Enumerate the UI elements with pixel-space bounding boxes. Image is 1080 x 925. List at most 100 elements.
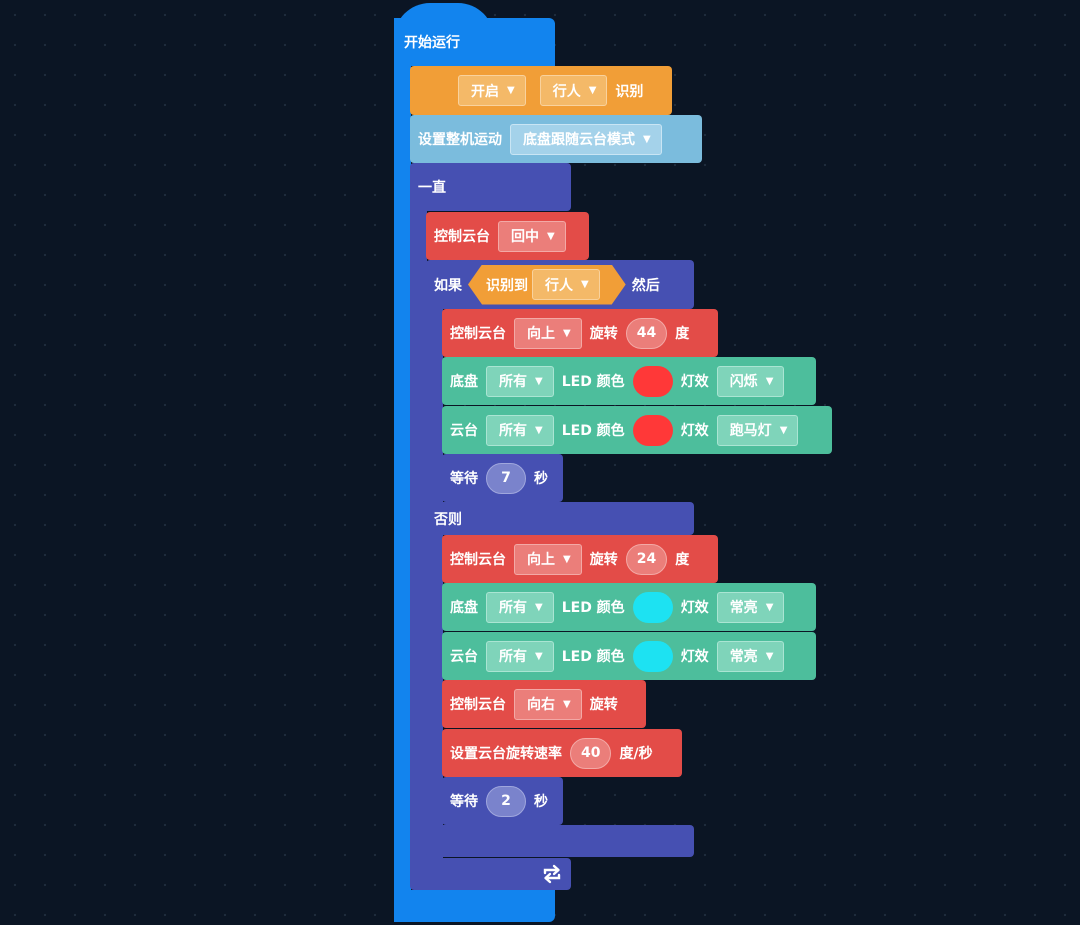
- forever-loop-label: 一直: [418, 180, 446, 196]
- else-wait-block[interactable]: 等待 2 秒: [442, 777, 563, 825]
- detect-condition[interactable]: 识别到 行人 ▼: [468, 265, 626, 305]
- caret-down-icon: ▼: [563, 553, 571, 565]
- rotate-degrees-input[interactable]: 44: [625, 317, 668, 349]
- led-target-dropdown[interactable]: 所有 ▼: [486, 365, 554, 397]
- caret-down-icon: ▼: [779, 424, 788, 436]
- chassis-mode-label: 设置整机运动: [418, 132, 502, 148]
- rotate-label: 旋转: [589, 697, 618, 713]
- chassis-mode-block[interactable]: 设置整机运动 底盘跟随云台模式 ▼: [410, 115, 702, 163]
- led-color-swatch[interactable]: [632, 365, 673, 397]
- rotation-speed-input[interactable]: 40: [570, 737, 612, 769]
- gimbal-direction-dropdown[interactable]: 向右 ▼: [514, 688, 582, 720]
- start-event-bottom: [394, 890, 555, 922]
- seconds-unit-label: 秒: [534, 794, 548, 810]
- gimbal-rotate-label: 控制云台: [450, 326, 506, 342]
- rotate-label: 旋转: [589, 552, 618, 568]
- led-effect-label: 灯效: [680, 649, 709, 665]
- else-gimbal-continuous-block[interactable]: 控制云台 向右 ▼ 旋转: [442, 680, 646, 728]
- else-chassis-led-block[interactable]: 底盘 所有 ▼ LED 颜色 灯效 常亮 ▼: [442, 583, 816, 631]
- led-effect-label: 灯效: [680, 374, 709, 390]
- set-speed-label: 设置云台旋转速率: [450, 746, 562, 762]
- led-effect-dropdown[interactable]: 闪烁 ▼: [716, 365, 785, 397]
- gimbal-led-label: 云台: [450, 649, 478, 665]
- led-color-swatch[interactable]: [632, 640, 673, 672]
- rotate-degrees-input[interactable]: 24: [625, 543, 668, 575]
- start-event-label: 开始运行: [404, 35, 460, 51]
- wait-seconds-input[interactable]: 7: [486, 462, 526, 494]
- wait-label: 等待: [450, 794, 478, 810]
- caret-down-icon: ▼: [765, 375, 774, 387]
- else-label: 否则: [434, 511, 462, 528]
- led-color-label: LED 颜色: [561, 600, 625, 616]
- then-chassis-led-block[interactable]: 底盘 所有 ▼ LED 颜色 灯效 闪烁 ▼: [442, 357, 816, 405]
- vision-toggle-dropdown[interactable]: 开启 ▼: [458, 75, 526, 106]
- vision-suffix-label: 识别: [615, 83, 644, 100]
- wait-label: 等待: [450, 471, 478, 487]
- if-label: 如果: [434, 277, 462, 294]
- forever-loop-footer: [410, 858, 571, 890]
- caret-down-icon: ▼: [547, 230, 555, 242]
- caret-down-icon: ▼: [535, 650, 543, 662]
- caret-down-icon: ▼: [563, 327, 571, 339]
- led-color-label: LED 颜色: [561, 649, 625, 665]
- caret-down-icon: ▼: [535, 601, 543, 613]
- caret-down-icon: ▼: [588, 85, 597, 96]
- else-gimbal-rotate-block[interactable]: 控制云台 向上 ▼ 旋转 24 度: [442, 535, 718, 583]
- start-event-block[interactable]: 开始运行: [394, 18, 555, 66]
- gimbal-center-dropdown[interactable]: 回中 ▼: [498, 220, 566, 252]
- gimbal-center-label: 控制云台: [434, 229, 490, 245]
- led-effect-label: 灯效: [680, 423, 709, 439]
- forever-loop-rail: [410, 205, 427, 865]
- if-block-rail: [426, 300, 443, 858]
- gimbal-direction-dropdown[interactable]: 向上 ▼: [514, 317, 582, 349]
- led-target-dropdown[interactable]: 所有 ▼: [486, 591, 554, 623]
- if-block-header[interactable]: 如果 识别到 行人 ▼ 然后: [426, 260, 694, 309]
- rotate-label: 旋转: [589, 326, 618, 342]
- else-gimbal-led-block[interactable]: 云台 所有 ▼ LED 颜色 灯效 常亮 ▼: [442, 632, 816, 680]
- degree-unit-label: 度: [675, 552, 690, 568]
- start-event-body-rail: [394, 60, 411, 922]
- then-gimbal-rotate-block[interactable]: 控制云台 向上 ▼ 旋转 44 度: [442, 309, 718, 357]
- led-target-dropdown[interactable]: 所有 ▼: [486, 640, 554, 672]
- then-label: 然后: [631, 277, 660, 294]
- vision-target-dropdown[interactable]: 行人 ▼: [539, 75, 608, 106]
- gimbal-continuous-label: 控制云台: [450, 697, 506, 713]
- led-target-dropdown[interactable]: 所有 ▼: [486, 414, 554, 446]
- led-color-swatch[interactable]: [632, 591, 673, 623]
- chassis-mode-dropdown[interactable]: 底盘跟随云台模式 ▼: [510, 123, 662, 155]
- degree-unit-label: 度: [675, 326, 690, 342]
- led-color-label: LED 颜色: [561, 423, 625, 439]
- seconds-unit-label: 秒: [534, 471, 548, 487]
- led-effect-dropdown[interactable]: 常亮 ▼: [716, 640, 785, 672]
- vision-enable-block[interactable]: 开启 ▼ 行人 ▼ 识别: [410, 66, 672, 115]
- led-effect-dropdown[interactable]: 常亮 ▼: [716, 591, 785, 623]
- chassis-led-label: 底盘: [450, 374, 478, 390]
- caret-down-icon: ▼: [581, 279, 589, 290]
- detect-target-dropdown[interactable]: 行人 ▼: [532, 269, 600, 300]
- caret-down-icon: ▼: [535, 375, 543, 387]
- speed-unit-label: 度/秒: [619, 746, 653, 762]
- chassis-led-label: 底盘: [450, 600, 478, 616]
- else-section: 否则: [426, 502, 694, 535]
- gimbal-rotate-label: 控制云台: [450, 552, 506, 568]
- caret-down-icon: ▼: [507, 85, 515, 96]
- then-wait-block[interactable]: 等待 7 秒: [442, 454, 563, 502]
- forever-loop-header[interactable]: 一直: [410, 163, 571, 211]
- caret-down-icon: ▼: [643, 133, 651, 145]
- led-color-label: LED 颜色: [561, 374, 625, 390]
- if-block-footer: [426, 825, 694, 857]
- led-effect-label: 灯效: [680, 600, 709, 616]
- caret-down-icon: ▼: [535, 424, 543, 436]
- led-effect-dropdown[interactable]: 跑马灯 ▼: [716, 414, 799, 446]
- caret-down-icon: ▼: [563, 698, 571, 710]
- led-color-swatch[interactable]: [632, 414, 673, 446]
- caret-down-icon: ▼: [765, 650, 774, 662]
- else-set-speed-block[interactable]: 设置云台旋转速率 40 度/秒: [442, 729, 682, 777]
- then-gimbal-led-block[interactable]: 云台 所有 ▼ LED 颜色 灯效 跑马灯 ▼: [442, 406, 832, 454]
- gimbal-center-block[interactable]: 控制云台 回中 ▼: [426, 212, 589, 260]
- repeat-icon: [541, 864, 563, 884]
- wait-seconds-input[interactable]: 2: [486, 785, 526, 817]
- gimbal-direction-dropdown[interactable]: 向上 ▼: [514, 543, 582, 575]
- gimbal-led-label: 云台: [450, 423, 478, 439]
- caret-down-icon: ▼: [765, 601, 774, 613]
